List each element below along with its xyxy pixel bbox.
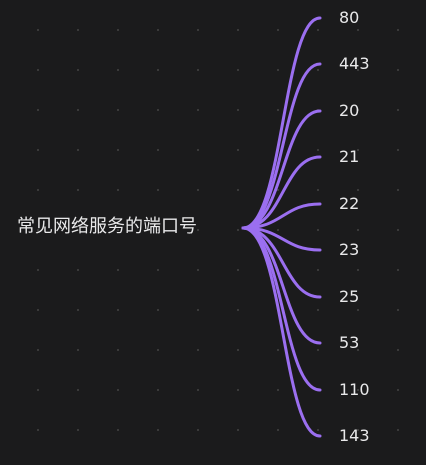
child-topic-25[interactable]: 25 <box>339 287 360 306</box>
child-topic-23[interactable]: 23 <box>339 240 360 259</box>
root-topic[interactable]: 常见网络服务的端口号 <box>17 216 197 237</box>
child-topic-53[interactable]: 53 <box>339 333 360 352</box>
branch-line-21 <box>241 155 322 230</box>
branch-line-143 <box>241 226 322 438</box>
child-topic-21[interactable]: 21 <box>339 147 360 166</box>
branch-line-110 <box>241 226 322 392</box>
child-topic-22[interactable]: 22 <box>339 194 360 213</box>
child-topic-20[interactable]: 20 <box>339 101 360 120</box>
branch-line-20 <box>241 109 322 230</box>
child-topic-143[interactable]: 143 <box>339 426 370 445</box>
child-topic-443[interactable]: 443 <box>339 54 370 73</box>
child-topic-110[interactable]: 110 <box>339 380 370 399</box>
child-topic-80[interactable]: 80 <box>339 8 360 27</box>
